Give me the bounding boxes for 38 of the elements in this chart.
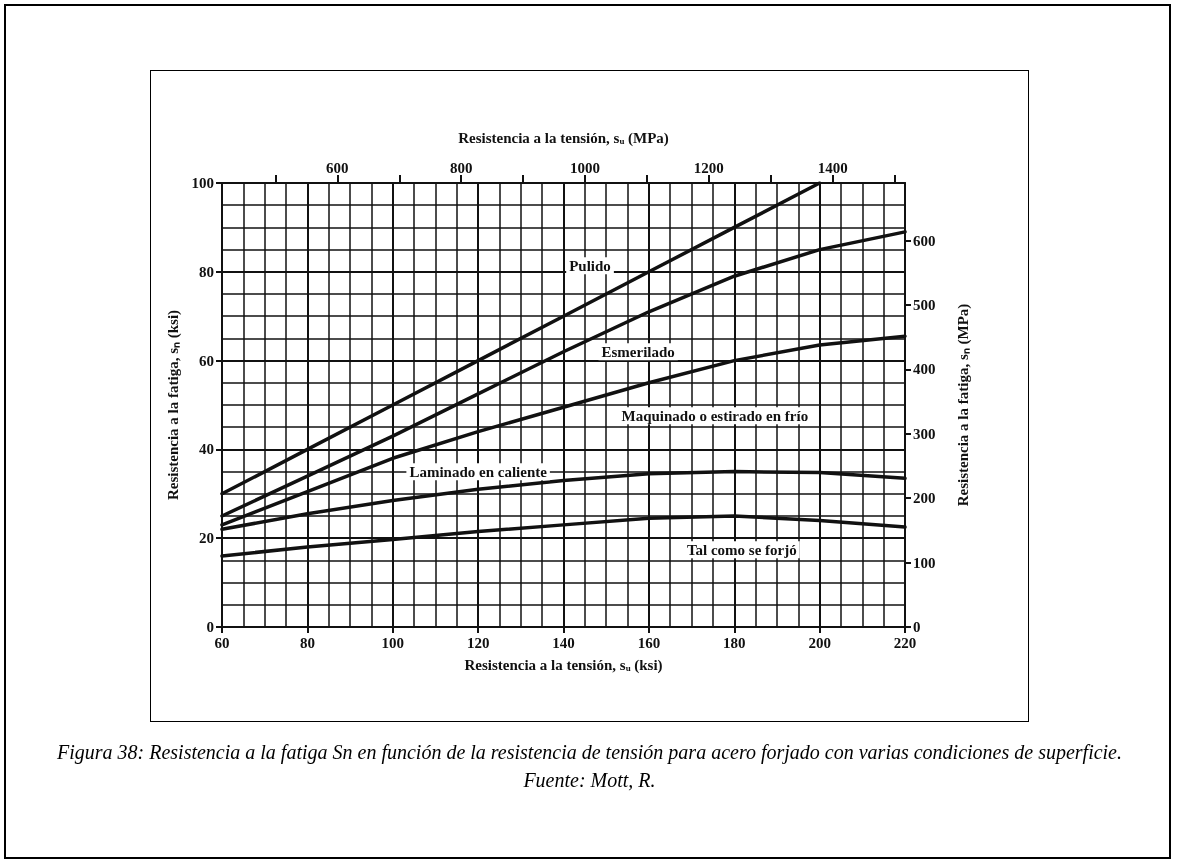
y-tick-label: 80: [199, 263, 214, 280]
y2-tick-label: 0: [913, 619, 921, 635]
text: Figura 38: Resistencia a la fatiga Sn en función de la resistencia de tensión para acero forjado con varias condiciones de superficie.: [56, 740, 1123, 766]
x-tick-label: 60: [214, 634, 230, 651]
source-note: Fuente: Mott, R.: [522, 768, 657, 793]
x-tick-label: 160: [637, 634, 661, 651]
y-tick-label: 40: [199, 441, 214, 458]
x-tick-label: 180: [723, 634, 746, 651]
x-tick-label: 100: [381, 634, 404, 651]
x-axis-title: Resistencia a la tensión, sᵤ (ksi): [464, 656, 663, 674]
y2-axis-title: Resistencia a la fatiga, sₙ (MPa): [954, 303, 972, 507]
x2-tick-label: 1200: [693, 159, 724, 176]
series-label: Maquinado o estirado en frío: [621, 407, 809, 424]
y2-tick-label: 600: [913, 232, 936, 249]
y-tick-label: 60: [199, 352, 214, 369]
series-label: Esmerilado: [601, 343, 675, 360]
x-tick-label: 120: [466, 634, 490, 651]
y2-tick-label: 400: [913, 361, 936, 378]
x2-tick-label: 800: [449, 159, 473, 176]
y-axis-title: Resistencia a la fatiga, sₙ (ksi): [164, 309, 182, 501]
x-tick-label: 200: [808, 634, 831, 651]
series-label: Laminado en caliente: [409, 463, 548, 480]
y2-tick-label: 200: [913, 490, 936, 507]
series-label: Tal como se forjó: [686, 541, 797, 558]
y-tick-label: 0: [206, 619, 214, 635]
y-tick-label: 20: [199, 530, 214, 547]
x2-axis-title: Resistencia a la tensión, sᵤ (MPa): [458, 129, 669, 147]
x2-tick-label: 1000: [569, 159, 600, 176]
x2-tick-label: 1400: [817, 159, 848, 176]
x-tick-label: 140: [552, 634, 575, 651]
y2-tick-label: 100: [913, 554, 936, 571]
x-tick-label: 80: [299, 634, 315, 651]
y2-tick-label: 300: [913, 425, 936, 442]
x2-tick-label: 600: [326, 159, 349, 176]
y2-tick-label: 500: [913, 297, 936, 314]
y-tick-label: 100: [191, 175, 214, 191]
series-label: Pulido: [569, 257, 611, 274]
x-tick-label: 220: [893, 634, 917, 651]
